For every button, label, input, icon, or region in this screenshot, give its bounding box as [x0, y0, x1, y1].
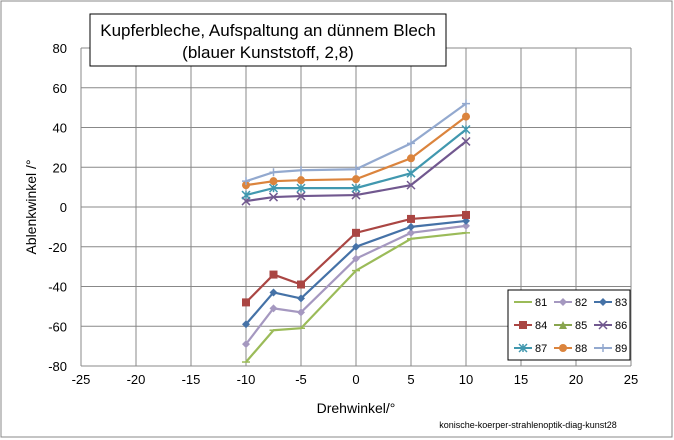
- legend-marker-82: [559, 298, 567, 306]
- data-point-89: [462, 99, 470, 108]
- legend-label-82: 82: [575, 297, 587, 309]
- x-tick-label: -5: [295, 372, 307, 387]
- y-tick-label: -40: [48, 280, 67, 295]
- x-tick-label: 20: [569, 372, 583, 387]
- data-point-89: [269, 168, 278, 177]
- title-box: [89, 13, 447, 67]
- data-point-87: [241, 190, 251, 200]
- data-point-86: [461, 136, 471, 146]
- series-line-82: [245, 224, 467, 345]
- data-point-82: [269, 304, 278, 313]
- chart-title-line2: (blauer Kunststoff, 2,8): [182, 43, 354, 62]
- data-point-82: [352, 254, 360, 263]
- y-tick-label: -20: [48, 240, 67, 255]
- data-point-87: [406, 168, 416, 178]
- y-tick-label: -80: [48, 359, 67, 374]
- series-line-88: [245, 115, 467, 187]
- legend-marker-84: [519, 321, 527, 329]
- x-tick-label: 25: [624, 372, 638, 387]
- x-tick-label: 5: [407, 372, 414, 387]
- data-point-89: [407, 139, 415, 148]
- legend-label-84: 84: [535, 320, 547, 332]
- x-tick-label: 15: [514, 372, 528, 387]
- data-point-87: [461, 124, 471, 135]
- y-tick-label: -60: [48, 319, 67, 334]
- data-point-84: [269, 270, 278, 279]
- y-tick-label: 40: [53, 121, 67, 136]
- data-point-89: [352, 165, 360, 174]
- x-tick-label: -20: [127, 372, 146, 387]
- y-tick-label: 20: [53, 160, 67, 175]
- x-tick-label: 10: [459, 372, 473, 387]
- x-tick-label: -15: [182, 372, 201, 387]
- data-point-83: [269, 288, 278, 297]
- legend-marker-88: [559, 344, 567, 352]
- data-point-88: [269, 177, 278, 186]
- y-axis-label: Ablenkwinkel /°: [23, 159, 39, 254]
- data-point-84: [462, 210, 470, 219]
- data-point-87: [351, 183, 361, 193]
- data-point-86: [296, 191, 306, 201]
- series-line-84: [245, 213, 467, 304]
- legend-marker-89: [599, 344, 607, 352]
- y-tick-label: 0: [60, 200, 67, 215]
- legend-label-87: 87: [535, 343, 547, 355]
- data-point-89: [297, 166, 305, 175]
- data-point-82: [462, 221, 470, 230]
- x-tick-label: 0: [352, 372, 359, 387]
- data-point-89: [242, 177, 250, 186]
- legend-label-86: 86: [615, 320, 627, 332]
- legend-marker-86: [598, 320, 608, 330]
- data-point-82: [407, 228, 415, 237]
- data-point-86: [351, 190, 361, 200]
- data-point-84: [297, 280, 305, 289]
- legend-label-88: 88: [575, 343, 587, 355]
- data-point-83: [297, 294, 305, 303]
- data-point-88: [297, 176, 305, 185]
- data-point-86: [268, 192, 279, 202]
- data-point-88: [407, 154, 415, 163]
- x-axis-label: Drehwinkel/°: [317, 400, 396, 416]
- data-point-83: [407, 222, 415, 231]
- legend-label-83: 83: [615, 297, 627, 309]
- y-tick-label: 60: [53, 81, 67, 96]
- legend-label-81: 81: [535, 297, 547, 309]
- series-line-81: [245, 231, 467, 363]
- x-tick-label: -25: [72, 372, 91, 387]
- data-point-84: [407, 214, 415, 223]
- series-line-87: [245, 128, 467, 197]
- legend-marker-83: [599, 298, 607, 306]
- data-point-87: [268, 183, 279, 193]
- series-line-86: [245, 140, 467, 203]
- legend-marker-87: [518, 343, 528, 353]
- data-point-88: [352, 175, 360, 184]
- data-point-83: [352, 242, 360, 251]
- data-point-84: [242, 298, 250, 307]
- data-point-87: [296, 183, 306, 193]
- data-point-86: [406, 180, 416, 190]
- series-line-89: [245, 102, 467, 183]
- legend-label-85: 85: [575, 320, 587, 332]
- chart-title-line1: Kupferbleche, Aufspaltung an dünnem Blec…: [100, 21, 436, 40]
- y-tick-label: 80: [53, 41, 67, 56]
- data-point-83: [242, 320, 250, 329]
- data-point-84: [352, 228, 360, 237]
- data-point-88: [462, 112, 470, 121]
- x-tick-label: -10: [237, 372, 256, 387]
- data-point-82: [297, 308, 305, 317]
- series-line-83: [245, 219, 467, 325]
- footnote: konische-koerper-strahlenoptik-diag-kuns…: [439, 420, 617, 430]
- data-point-82: [242, 340, 250, 349]
- legend-label-89: 89: [615, 343, 627, 355]
- legend-marker-85: [559, 321, 567, 329]
